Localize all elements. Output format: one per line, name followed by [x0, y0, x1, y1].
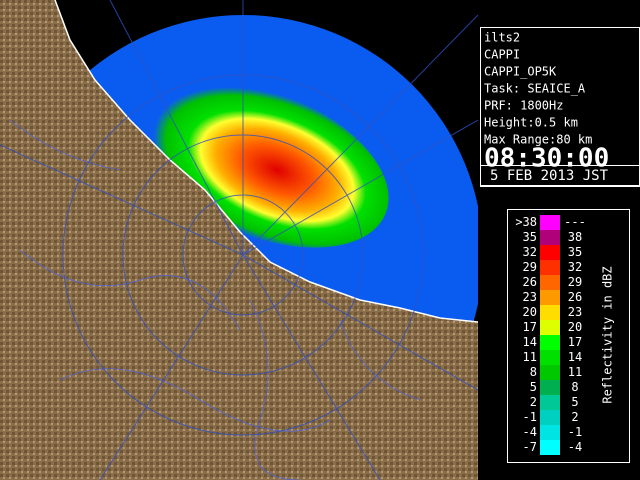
legend-high: --- — [564, 215, 586, 229]
info-line: CAPPI_OP5K — [484, 65, 557, 79]
date: 5 FEB 2013 JST — [490, 168, 609, 184]
info-line: PRF: 1800Hz — [484, 99, 563, 113]
legend-high: 26 — [568, 290, 582, 304]
legend-swatch — [540, 410, 560, 425]
legend-low: 26 — [523, 275, 537, 289]
legend-low: 17 — [523, 320, 537, 334]
legend-swatch — [540, 215, 560, 230]
legend-low: 23 — [523, 290, 537, 304]
legend-swatch — [540, 305, 560, 320]
legend-low: 29 — [523, 260, 537, 274]
legend-high: 35 — [568, 245, 582, 259]
legend-high: 14 — [568, 350, 582, 364]
info-line: Task: SEAICE_A — [484, 82, 586, 96]
legend-low: 11 — [523, 350, 537, 364]
terrain — [0, 0, 478, 480]
range-rings — [0, 0, 478, 480]
info-line: Max Range:80 km — [484, 133, 592, 147]
legend-low: >38 — [515, 215, 537, 229]
legend-box — [507, 209, 630, 463]
legend-swatch — [540, 365, 560, 380]
legend-high: 11 — [568, 365, 582, 379]
legend-high: 5 — [571, 395, 578, 409]
legend-low: 14 — [523, 335, 537, 349]
legend-swatch — [540, 320, 560, 335]
legend-high: 29 — [568, 275, 582, 289]
legend-low: 20 — [523, 305, 537, 319]
legend-swatch — [540, 245, 560, 260]
legend-high: 17 — [568, 335, 582, 349]
legend-swatch — [540, 275, 560, 290]
legend-high: -4 — [568, 440, 582, 454]
info-line: Height:0.5 km — [484, 116, 578, 130]
station-name: ilts2 — [484, 31, 520, 45]
legend-title: Reflectivity in dBZ — [601, 266, 615, 403]
time: 08:30:00 — [484, 144, 609, 174]
legend-high: 2 — [571, 410, 578, 424]
legend-high: 38 — [568, 230, 582, 244]
legend-swatch — [540, 440, 560, 455]
info-line: CAPPI — [484, 48, 520, 62]
legend-swatch — [540, 290, 560, 305]
legend-swatch — [540, 425, 560, 440]
legend-swatch — [540, 230, 560, 245]
legend-swatch — [540, 350, 560, 365]
legend-low: -1 — [523, 410, 537, 424]
legend-low: 8 — [530, 365, 537, 379]
coastline — [54, 0, 478, 323]
legend-low: 5 — [530, 380, 537, 394]
legend-high: 20 — [568, 320, 582, 334]
legend-swatch — [540, 380, 560, 395]
legend-high: 23 — [568, 305, 582, 319]
legend-high: 8 — [571, 380, 578, 394]
legend-low: 32 — [523, 245, 537, 259]
legend-low: 2 — [530, 395, 537, 409]
legend-low: 35 — [523, 230, 537, 244]
legend-high: -1 — [568, 425, 582, 439]
legend-low: -4 — [523, 425, 537, 439]
legend-swatch — [540, 260, 560, 275]
legend-high: 32 — [568, 260, 582, 274]
legend-swatch — [540, 335, 560, 350]
legend-swatch — [540, 395, 560, 410]
rivers — [9, 119, 421, 480]
radar-map — [0, 0, 478, 480]
legend-low: -7 — [523, 440, 537, 454]
info-panel — [480, 27, 640, 187]
